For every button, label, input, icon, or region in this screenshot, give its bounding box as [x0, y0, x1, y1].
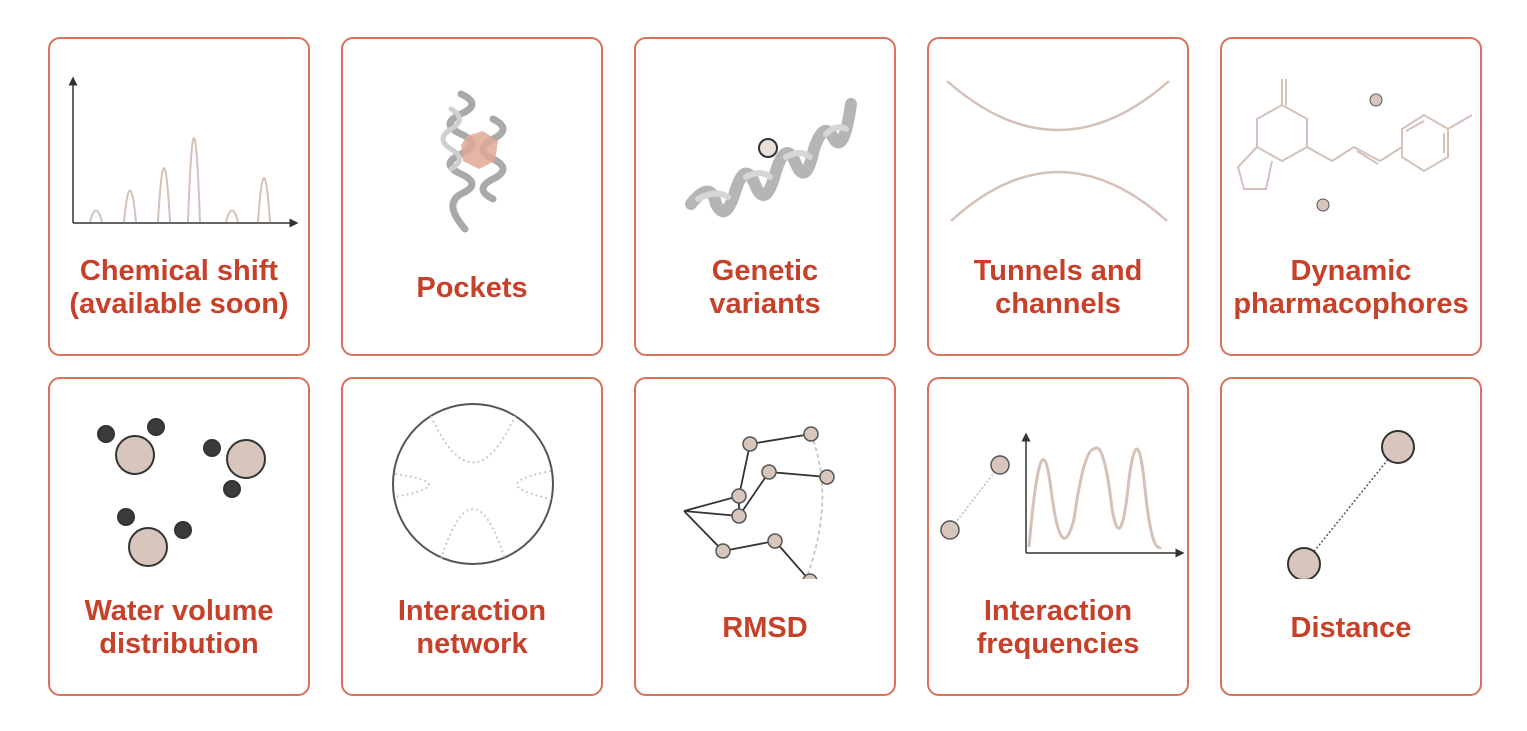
protein-pocket-icon: [440, 90, 507, 233]
card-distance[interactable]: Distance: [1220, 377, 1482, 696]
distance-icon: [1287, 430, 1415, 579]
card-interaction-frequencies[interactable]: Interaction frequencies: [927, 377, 1189, 696]
tunnel-icon: [946, 80, 1170, 222]
card-interaction-network[interactable]: Interaction network: [341, 377, 603, 696]
card-label: Dynamic pharmacophores: [1233, 255, 1469, 320]
card-label: Chemical shift (available soon): [69, 255, 289, 320]
card-label: Interaction network: [397, 595, 547, 660]
card-dynamic-pharmacophores[interactable]: Dynamic pharmacophores: [1220, 37, 1482, 356]
analysis-card-grid: Chemical shift (available soon) Pockets: [48, 37, 1482, 696]
card-label: Genetic variants: [709, 255, 821, 320]
spectrum-icon: [68, 76, 299, 228]
frequency-plot-icon: [940, 432, 1185, 558]
molecule-icon: [1236, 79, 1473, 212]
chord-network-icon: [392, 403, 554, 565]
card-tunnels-channels[interactable]: Tunnels and channels: [927, 37, 1189, 356]
card-label: Interaction frequencies: [976, 595, 1140, 660]
card-label: Distance: [1290, 611, 1412, 644]
card-label: Pockets: [416, 271, 528, 304]
card-genetic-variants[interactable]: Genetic variants: [634, 37, 896, 356]
card-label: Water volume distribution: [84, 595, 274, 660]
card-rmsd[interactable]: RMSD: [634, 377, 896, 696]
water-molecules-icon: [97, 418, 266, 567]
rmsd-structure-icon: [683, 426, 835, 579]
helix-variant-icon: [685, 98, 857, 218]
card-pockets[interactable]: Pockets: [341, 37, 603, 356]
card-label: Tunnels and channels: [973, 255, 1143, 320]
card-water-volume[interactable]: Water volume distribution: [48, 377, 310, 696]
card-label: RMSD: [722, 611, 808, 644]
card-chemical-shift[interactable]: Chemical shift (available soon): [48, 37, 310, 356]
